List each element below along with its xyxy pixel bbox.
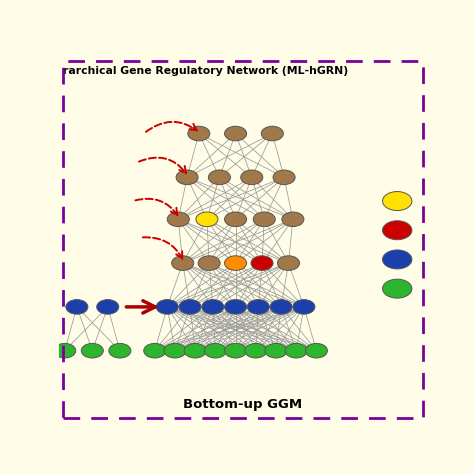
Ellipse shape	[253, 212, 275, 227]
Ellipse shape	[66, 300, 88, 314]
Ellipse shape	[97, 300, 119, 314]
Ellipse shape	[241, 170, 263, 185]
Ellipse shape	[282, 212, 304, 227]
Ellipse shape	[225, 126, 246, 141]
Ellipse shape	[196, 212, 218, 227]
Ellipse shape	[261, 126, 283, 141]
Ellipse shape	[176, 170, 198, 185]
Ellipse shape	[109, 343, 131, 358]
Ellipse shape	[383, 221, 412, 240]
Ellipse shape	[273, 170, 295, 185]
Ellipse shape	[184, 343, 206, 358]
Ellipse shape	[198, 256, 220, 270]
Ellipse shape	[164, 343, 186, 358]
Ellipse shape	[247, 300, 269, 314]
Ellipse shape	[167, 212, 189, 227]
Text: Bottom-up GGM: Bottom-up GGM	[183, 398, 302, 411]
Ellipse shape	[188, 126, 210, 141]
Ellipse shape	[270, 300, 292, 314]
Ellipse shape	[225, 212, 246, 227]
Ellipse shape	[225, 300, 246, 314]
Ellipse shape	[179, 300, 201, 314]
Ellipse shape	[82, 343, 103, 358]
Ellipse shape	[277, 256, 300, 270]
Ellipse shape	[144, 343, 166, 358]
Ellipse shape	[383, 191, 412, 210]
Ellipse shape	[172, 256, 194, 270]
Ellipse shape	[251, 256, 273, 270]
Ellipse shape	[383, 250, 412, 269]
Ellipse shape	[383, 279, 412, 298]
Text: rarchical Gene Regulatory Network (ML-hGRN): rarchical Gene Regulatory Network (ML-hG…	[63, 66, 348, 76]
Ellipse shape	[305, 343, 328, 358]
Ellipse shape	[245, 343, 267, 358]
Ellipse shape	[225, 343, 246, 358]
Ellipse shape	[265, 343, 287, 358]
Ellipse shape	[54, 343, 76, 358]
Ellipse shape	[204, 343, 227, 358]
Ellipse shape	[293, 300, 315, 314]
Ellipse shape	[285, 343, 307, 358]
Ellipse shape	[156, 300, 178, 314]
Ellipse shape	[209, 170, 230, 185]
Ellipse shape	[202, 300, 224, 314]
Ellipse shape	[225, 256, 246, 270]
